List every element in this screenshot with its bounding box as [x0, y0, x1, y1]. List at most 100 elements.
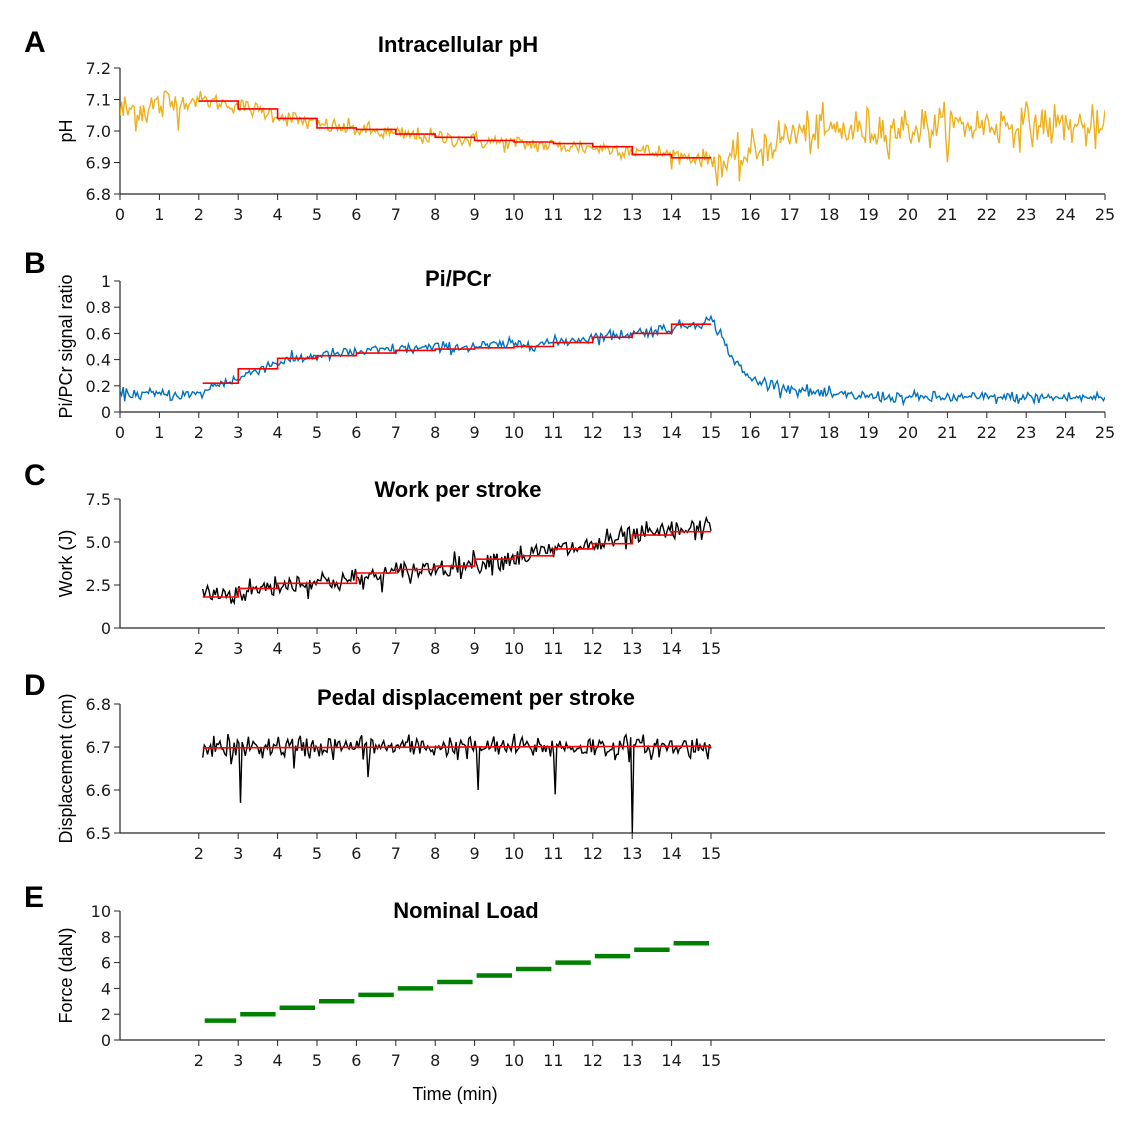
x-tick-label: 2 — [194, 1051, 204, 1070]
x-tick-label: 3 — [233, 639, 243, 658]
x-tick-label: 5 — [312, 1051, 322, 1070]
x-tick-label: 10 — [504, 1051, 524, 1070]
series-line-A-0 — [120, 90, 1105, 186]
x-tick-label: 6 — [351, 423, 361, 442]
x-tick-label: 8 — [430, 205, 440, 224]
y-tick-label: 5.0 — [86, 533, 111, 552]
x-tick-label: 13 — [622, 423, 642, 442]
x-tick-label: 11 — [543, 844, 563, 863]
series-line-D-0 — [202, 733, 712, 834]
x-tick-label: 13 — [622, 639, 642, 658]
x-tick-label: 23 — [1016, 205, 1036, 224]
x-tick-label: 10 — [504, 205, 524, 224]
series-line-C-0 — [202, 515, 712, 606]
x-tick-label: 1 — [154, 423, 164, 442]
panel-title-A: Intracellular pH — [378, 32, 538, 57]
x-tick-label: 24 — [1055, 423, 1075, 442]
x-tick-label: 14 — [661, 205, 681, 224]
x-tick-label: 1 — [154, 205, 164, 224]
x-tick-label: 3 — [233, 844, 243, 863]
x-tick-label: 4 — [273, 844, 283, 863]
x-tick-label: 13 — [622, 205, 642, 224]
x-tick-label: 6 — [351, 844, 361, 863]
x-tick-label: 21 — [937, 205, 957, 224]
panel-A: A Intracellular pH6.86.97.07.17.20 1 2 3 4 5 6 7… — [24, 26, 1115, 224]
x-tick-label: 9 — [470, 639, 480, 658]
x-tick-label: 2 — [194, 844, 204, 863]
x-tick-label: 15 — [701, 205, 721, 224]
x-tick-label: 4 — [273, 205, 283, 224]
x-tick-label: 16 — [740, 423, 760, 442]
y-axis-label-B: Pi/PCr signal ratio — [56, 274, 76, 418]
x-tick-label: 9 — [470, 205, 480, 224]
x-tick-label: 20 — [898, 423, 918, 442]
x-tick-label: 5 — [312, 639, 322, 658]
y-tick-label: 4 — [101, 979, 111, 998]
x-tick-label: 16 — [740, 205, 760, 224]
x-tick-label: 8 — [430, 1051, 440, 1070]
panel-letter-E: E — [24, 881, 44, 914]
x-tick-label: 21 — [937, 423, 957, 442]
x-tick-label: 8 — [430, 639, 440, 658]
y-axis-label-E: Force (daN) — [56, 927, 76, 1023]
fit-line-B — [202, 323, 711, 384]
x-tick-label: 9 — [470, 423, 480, 442]
x-tick-label: 8 — [430, 844, 440, 863]
y-axis-label-A: pH — [56, 119, 76, 142]
y-tick-label: 6.7 — [86, 738, 111, 757]
x-tick-label: 11 — [543, 639, 563, 658]
y-tick-label: 7.1 — [86, 91, 111, 110]
x-tick-label: 4 — [273, 639, 283, 658]
panel-E: E Nominal Load 0 2 4 6 8 10 2 3 4 5 6 7 8 9 10 11 12 13 14 15… — [24, 881, 1105, 1104]
fit-line-D — [202, 745, 712, 749]
x-tick-label: 9 — [470, 1051, 480, 1070]
y-tick-label: 6.5 — [86, 824, 111, 843]
fit-line-A — [198, 100, 711, 159]
x-tick-label: 2 — [194, 423, 204, 442]
x-tick-label: 15 — [701, 844, 721, 863]
y-tick-label: 6.8 — [86, 185, 111, 204]
x-tick-label: 10 — [504, 844, 524, 863]
panel-letter-C: C — [24, 459, 46, 492]
x-tick-label: 9 — [470, 844, 480, 863]
x-tick-label: 5 — [312, 423, 322, 442]
x-tick-label: 0 — [115, 423, 125, 442]
panel-letter-A: A — [24, 26, 46, 59]
panel-title-B: Pi/PCr — [425, 266, 491, 291]
x-tick-label: 5 — [312, 205, 322, 224]
x-tick-label: 12 — [583, 423, 603, 442]
y-tick-label: 6.6 — [86, 781, 111, 800]
x-tick-label: 10 — [504, 423, 524, 442]
x-tick-label: 4 — [273, 423, 283, 442]
y-axis-label-D: Displacement (cm) — [56, 693, 76, 843]
series-line-B-0 — [120, 314, 1105, 407]
x-tick-label: 0 — [115, 205, 125, 224]
x-tick-label: 14 — [661, 844, 681, 863]
x-tick-label: 2 — [194, 205, 204, 224]
x-tick-label: 2 — [194, 639, 204, 658]
x-tick-label: 3 — [233, 423, 243, 442]
x-tick-label: 18 — [819, 205, 839, 224]
y-tick-label: 2 — [101, 1005, 111, 1024]
x-tick-label: 17 — [780, 205, 800, 224]
x-tick-label: 12 — [583, 205, 603, 224]
x-axis-label: Time (min) — [412, 1084, 497, 1104]
panel-letter-D: D — [24, 669, 46, 702]
x-tick-label: 7 — [391, 1051, 401, 1070]
panel-title-C: Work per stroke — [374, 477, 541, 502]
x-tick-label: 19 — [858, 423, 878, 442]
y-tick-label: 1 — [101, 272, 111, 291]
x-tick-label: 14 — [661, 423, 681, 442]
y-tick-label: 8 — [101, 928, 111, 947]
y-tick-label: 6.8 — [86, 695, 111, 714]
x-tick-label: 23 — [1016, 423, 1036, 442]
y-tick-label: 7.5 — [86, 490, 111, 509]
y-tick-label: 7.2 — [86, 59, 111, 78]
x-tick-label: 3 — [233, 1051, 243, 1070]
x-tick-label: 19 — [858, 205, 878, 224]
x-tick-label: 11 — [543, 1051, 563, 1070]
y-tick-label: 6.9 — [86, 154, 111, 173]
y-tick-label: 0 — [101, 403, 111, 422]
x-tick-label: 11 — [543, 205, 563, 224]
y-tick-label: 0 — [101, 619, 111, 638]
